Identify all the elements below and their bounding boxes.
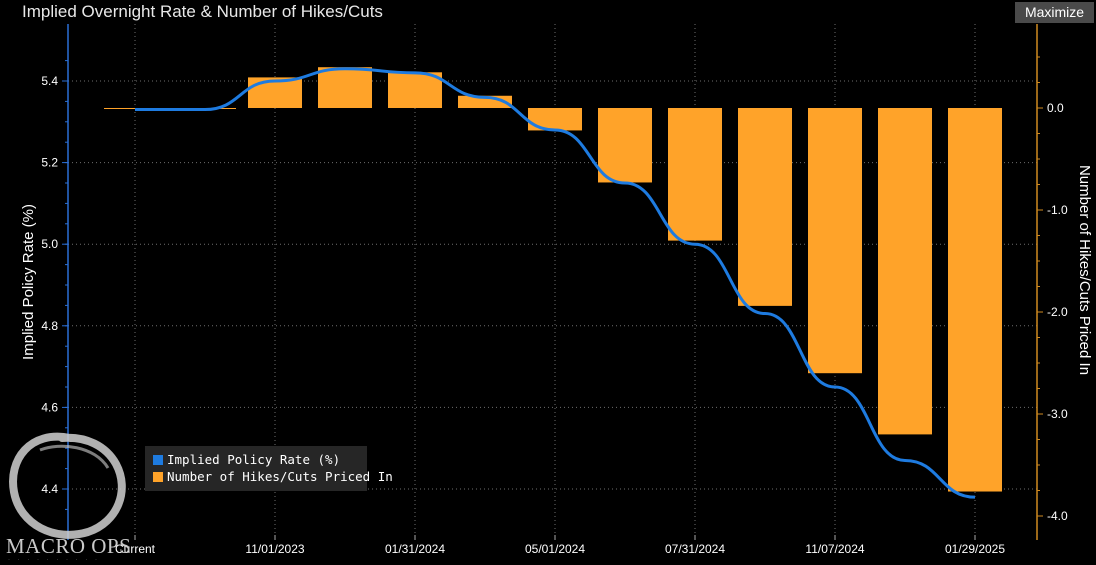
logo-subtext: · · · · · · · · · · [8,557,100,563]
left-axis-tick-label: 4.6 [41,400,58,414]
logo-text: MACRO OPS [6,534,132,558]
x-axis-tick-label: 05/01/2024 [525,542,585,556]
bar-series-hikes-cuts [738,108,792,306]
line-series-implied-policy-rate [135,67,976,499]
chart-legend: Implied Policy Rate (%) Number of Hikes/… [145,446,393,491]
x-axis-tick-label: Current [115,542,156,556]
left-axis-tick-label: 4.4 [41,482,58,496]
maximize-button[interactable]: Maximize [1015,2,1094,23]
legend-item-line: Implied Policy Rate (%) [153,452,340,468]
left-axis-tick-label: 5.4 [41,74,58,88]
legend-line-label: Implied Policy Rate (%) [167,452,341,467]
legend-swatch-orange-icon [153,472,163,482]
right-axis-tick-label: -4.0 [1047,509,1068,523]
x-axis-tick-label: 11/07/2024 [805,542,864,556]
bar-series-hikes-cuts [878,108,932,435]
x-axis-tick-label: 01/29/2025 [945,542,1005,556]
bar-series-hikes-cuts [528,108,582,131]
right-axis-tick-label: -2.0 [1047,305,1068,319]
bar-series-hikes-cuts [668,108,722,241]
x-axis-tick-label: 07/31/2024 [665,542,725,556]
left-axis-tick-label: 4.8 [41,319,58,333]
bar-series-hikes-cuts [598,108,652,183]
bar-series-hikes-cuts [948,108,1002,492]
legend-swatch-blue-icon [153,455,163,465]
bar-series-hikes-cuts [388,72,442,108]
right-axis-title: Number of Hikes/Cuts Priced In [1076,165,1093,375]
bar-series-hikes-cuts [808,108,862,374]
right-axis-tick-label: -3.0 [1047,407,1068,421]
right-axis-tick-label: 0.0 [1047,101,1064,115]
chart-title: Implied Overnight Rate & Number of Hikes… [22,2,383,21]
x-axis-tick-label: 11/01/2023 [245,542,304,556]
legend-item-bar: Number of Hikes/Cuts Priced In [153,469,393,485]
x-axis-tick-label: 01/31/2024 [385,542,445,556]
left-axis-tick-label: 5.0 [41,237,58,251]
legend-bar-label: Number of Hikes/Cuts Priced In [167,469,393,484]
bar-series-hikes-cuts [318,67,372,108]
right-axis-tick-label: -1.0 [1047,203,1068,217]
left-axis-title: Implied Policy Rate (%) [20,204,37,360]
logo-brush-circle-icon [9,432,126,539]
left-axis-tick-label: 5.2 [41,156,58,170]
